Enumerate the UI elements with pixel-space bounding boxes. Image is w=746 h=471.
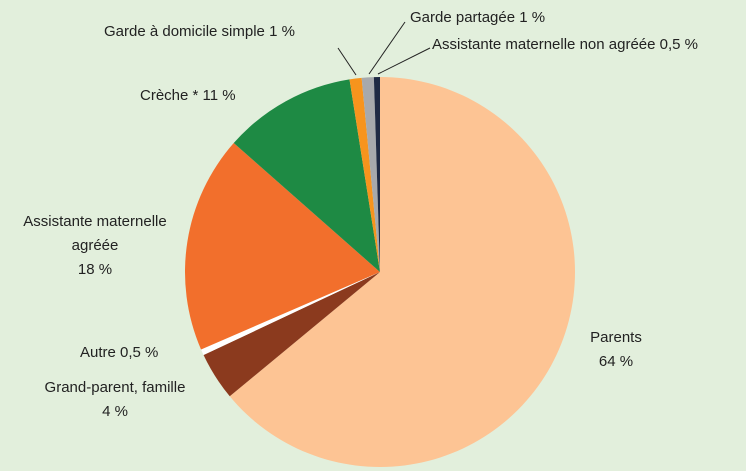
value-label: 11 % (202, 87, 236, 104)
slice-label: Crèche * 11 % (140, 84, 236, 108)
value-label: 64 % (598, 353, 634, 370)
slice-label: Garde à domicile simple 1 % (104, 20, 295, 44)
pie-slice (373, 77, 380, 272)
slice-label: Grand-parent, famille 4 % (20, 376, 210, 424)
slice-label: Assistante maternelle non agréée 0,5 % (432, 33, 698, 57)
value-label: 0,5 % (659, 36, 699, 53)
leader-line (337, 47, 357, 76)
slice-label: Assistante maternelle agréée 18 % (0, 210, 190, 282)
pie-slice (233, 79, 380, 272)
value-label: 18 % (77, 261, 113, 278)
value-label: 4 % (102, 403, 128, 420)
pie-slice (229, 77, 575, 467)
category-name: Autre (80, 344, 116, 361)
slice-label: Autre 0,5 % (80, 341, 158, 365)
category-name: Grand-parent, famille (44, 379, 186, 396)
value-label: 1 % (519, 9, 546, 26)
category-name: Garde partagée (410, 9, 516, 26)
category-name: Assistante maternelle agréée (23, 213, 167, 254)
pie-slice (201, 272, 380, 356)
pie-slice (361, 77, 380, 272)
category-name: Garde à domicile simple (104, 23, 265, 40)
slice-label: Garde partagée 1 % (410, 6, 545, 30)
leader-line (368, 21, 406, 75)
value-label: 1 % (269, 23, 295, 40)
category-name: Parents (590, 329, 642, 346)
pie-slice (203, 272, 380, 397)
pie-slice (185, 143, 380, 350)
slice-label: Parents 64 % (566, 326, 666, 374)
pie-slice (349, 77, 380, 272)
leader-line (377, 47, 431, 75)
value-label: 0,5 % (120, 344, 159, 361)
category-name: Crèche * (140, 87, 199, 104)
category-name: Assistante maternelle non agréée (432, 36, 656, 53)
